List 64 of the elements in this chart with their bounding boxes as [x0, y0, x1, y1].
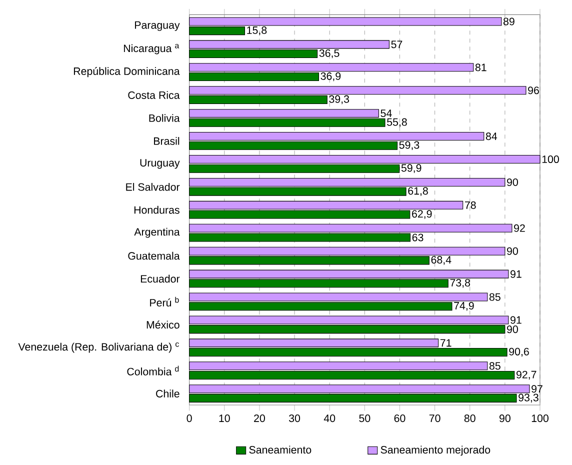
- data-label: 54: [380, 110, 392, 118]
- data-label: 90: [507, 326, 518, 334]
- data-label: 89: [503, 18, 514, 26]
- data-label: 68,4: [431, 256, 452, 265]
- data-label: 36,9: [320, 72, 341, 82]
- data-label: 74,9: [454, 302, 474, 311]
- data-label: 84: [486, 132, 498, 140]
- x-tick-label: 0: [186, 414, 192, 422]
- data-label: 55,8: [387, 118, 407, 128]
- data-label: 85: [489, 362, 500, 370]
- y-tick-label: Argentina: [134, 228, 180, 238]
- x-tick-label: 20: [254, 414, 265, 422]
- y-tick-label: Bolivia: [149, 114, 180, 122]
- data-label: 39,3: [329, 95, 350, 104]
- x-tick-label: 90: [500, 414, 510, 422]
- data-label: 59,3: [399, 141, 420, 150]
- data-label: 62,9: [412, 210, 432, 219]
- data-label: 73,8: [450, 278, 470, 288]
- y-tick-label: Ecuador: [140, 274, 180, 283]
- x-tick-label: 100: [532, 414, 548, 422]
- y-tick-label: Perú $^{b}$: [150, 296, 179, 307]
- y-tick-label: Nicaragua $^{a}$: [124, 44, 180, 54]
- data-label: 15,8: [247, 26, 267, 36]
- legend-label: Saneamiento: [249, 446, 312, 454]
- y-tick-label: Colombia $^{d}$: [127, 366, 179, 376]
- data-label: 90: [507, 178, 518, 186]
- data-label: 63: [412, 234, 424, 242]
- y-tick-label: Venezuela (Rep. Bolivariana de) $^{c}$: [18, 342, 179, 353]
- x-tick-label: 40: [324, 414, 336, 422]
- data-label: 93,3: [518, 394, 538, 403]
- x-tick-label: 80: [464, 414, 476, 422]
- data-label: 92,7: [516, 370, 536, 380]
- y-tick-label: Paraguay: [135, 21, 180, 31]
- y-tick-label: Chile: [156, 390, 180, 398]
- data-label: 90,6: [509, 348, 529, 357]
- x-tick-label: 60: [394, 414, 406, 422]
- y-tick-label: Uruguay: [140, 159, 180, 169]
- y-tick-label: México: [146, 320, 180, 329]
- data-label: 36,5: [319, 49, 340, 58]
- x-tick-label: 70: [429, 414, 440, 422]
- y-tick-label: Honduras: [134, 206, 180, 214]
- data-label: 85: [489, 293, 500, 301]
- legend-label: Saneamiento mejorado: [380, 446, 490, 456]
- y-tick-label: El Salvador: [126, 182, 180, 191]
- data-label: 59,9: [401, 164, 422, 173]
- data-label: 57: [391, 40, 402, 48]
- data-label: 90: [507, 247, 518, 255]
- data-label: 91: [510, 270, 522, 278]
- data-label: 100: [542, 155, 559, 164]
- y-tick-label: República Dominicana: [74, 67, 180, 78]
- y-tick-label: Brasil: [154, 137, 180, 145]
- y-tick-label: Costa Rica: [128, 91, 180, 99]
- x-tick-label: 10: [219, 414, 230, 422]
- x-tick-label: 30: [288, 414, 300, 422]
- data-label: 71: [440, 339, 452, 347]
- y-tick-label: Guatemala: [128, 252, 180, 260]
- data-label: 92: [514, 224, 525, 232]
- data-label: 97: [532, 385, 542, 393]
- data-label: 91: [510, 316, 522, 324]
- data-label: 81: [475, 64, 486, 72]
- data-label: 61,8: [408, 187, 428, 196]
- data-label: 78: [464, 201, 476, 209]
- data-label: 96: [528, 86, 539, 94]
- x-tick-label: 50: [359, 414, 370, 422]
